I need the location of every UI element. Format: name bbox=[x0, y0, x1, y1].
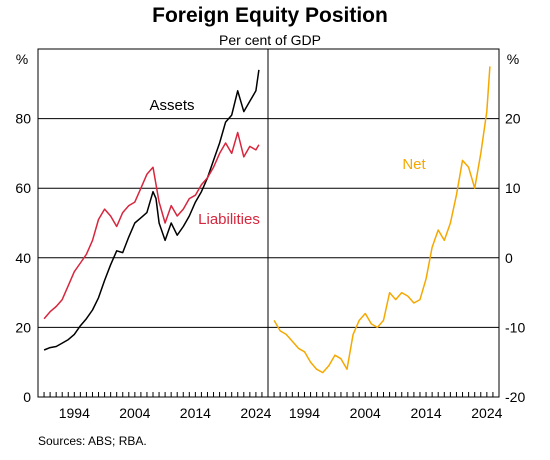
y-tick-label-p0-0: 0 bbox=[23, 389, 31, 405]
x-tick-label-p0-2: 2014 bbox=[180, 405, 211, 421]
x-tick-marks bbox=[43, 392, 494, 397]
x-tick-label-p1-0: 1994 bbox=[289, 405, 320, 421]
x-tick-labels: 1994 2004 2014 2024 1994 2004 2014 2024 bbox=[59, 405, 503, 421]
y-tick-label-p0-1: 20 bbox=[15, 319, 31, 335]
series-label-assets: Assets bbox=[149, 97, 194, 114]
series-label-net: Net bbox=[402, 156, 426, 173]
series-line-assets bbox=[43, 69, 260, 351]
y-tick-label-p1-2: 0 bbox=[505, 250, 513, 266]
y-tick-label-p0-3: 60 bbox=[15, 180, 31, 196]
y-tick-label-p1-3: 10 bbox=[505, 180, 521, 196]
x-tick-label-p0-0: 1994 bbox=[59, 405, 90, 421]
y-tick-label-p1-1: -10 bbox=[505, 319, 525, 335]
x-tick-label-p1-2: 2014 bbox=[410, 405, 441, 421]
x-tick-label-p1-1: 2004 bbox=[350, 405, 381, 421]
y-tick-label-p0-2: 40 bbox=[15, 250, 31, 266]
y-tick-label-p1-0: -20 bbox=[505, 389, 525, 405]
y-tick-labels: 0 20 40 60 80 -20 -10 0 10 20 bbox=[15, 111, 525, 405]
x-tick-label-p0-1: 2004 bbox=[119, 405, 150, 421]
chart-subtitle: Per cent of GDP bbox=[219, 32, 321, 48]
x-tick-label-p1-3: 2024 bbox=[471, 405, 502, 421]
gridlines bbox=[38, 118, 499, 328]
chart-source: Sources: ABS; RBA. bbox=[38, 434, 147, 448]
x-tick-label-p0-3: 2024 bbox=[240, 405, 271, 421]
y-tick-label-p0-4: 80 bbox=[15, 111, 31, 127]
left-unit-label: % bbox=[16, 51, 28, 67]
chart-title: Foreign Equity Position bbox=[152, 4, 388, 27]
series-line-net bbox=[273, 66, 491, 374]
right-unit-label: % bbox=[507, 51, 519, 67]
series-lines bbox=[43, 66, 491, 374]
series-line-liabilities bbox=[43, 131, 260, 320]
series-label-liabilities: Liabilities bbox=[198, 211, 260, 228]
y-tick-label-p1-4: 20 bbox=[505, 111, 521, 127]
